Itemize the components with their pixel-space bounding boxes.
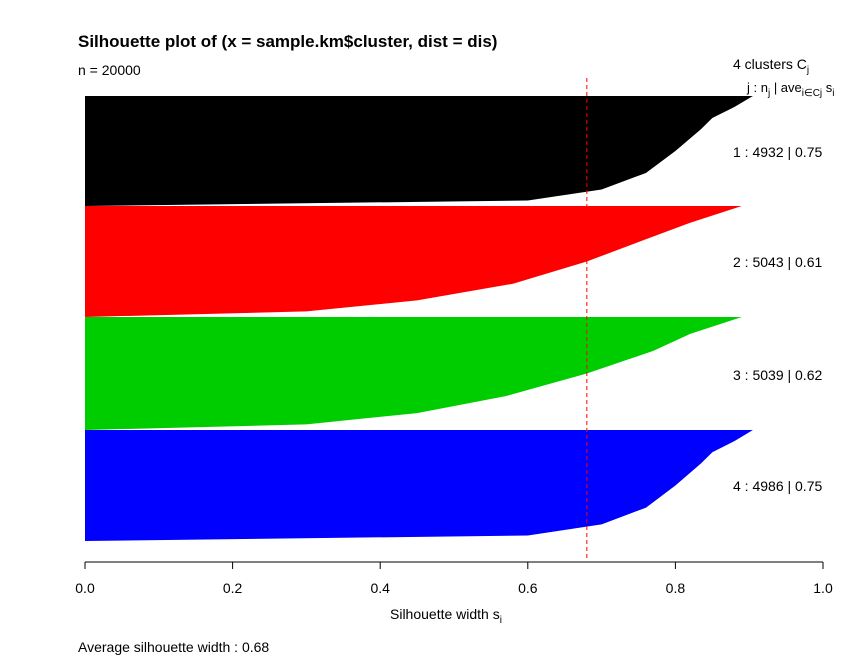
cluster-1-bar (85, 96, 753, 206)
x-tick-label: 0.0 (75, 580, 95, 596)
cluster-2-label: 2 : 5043 | 0.61 (733, 254, 822, 270)
legend-header-n-sub: j (767, 88, 770, 99)
chart-subtitle: n = 20000 (78, 62, 141, 78)
legend-header-s-sub: i (832, 88, 834, 99)
cluster-3-label: 3 : 5039 | 0.62 (733, 367, 822, 383)
x-tick-label: 0.8 (666, 580, 686, 596)
cluster-1-label: 1 : 4932 | 0.75 (733, 144, 822, 160)
cluster-labels: 1 : 4932 | 0.75 2 : 5043 | 0.61 3 : 5039 |… (733, 144, 822, 494)
cluster-bars (85, 96, 753, 541)
x-axis-label-text: Silhouette width s (390, 606, 500, 622)
cluster-4-label: 4 : 4986 | 0.75 (733, 478, 822, 494)
x-axis-label: Silhouette width si (390, 606, 502, 626)
x-tick-label: 0.6 (518, 580, 538, 596)
legend-header-n: j : n (746, 80, 768, 95)
x-tick-label: 1.0 (813, 580, 833, 596)
legend-header-ave-sub: i∈Cj (802, 88, 822, 99)
x-axis-label-sub: i (500, 615, 502, 626)
legend-header-clusters: 4 clusters C (733, 56, 807, 72)
legend-header-line2: j : nj | avei∈Cj si (746, 80, 835, 99)
x-tick-label: 0.2 (223, 580, 243, 596)
legend-header-ave: | ave (770, 80, 802, 95)
legend-header-s: s (822, 80, 833, 95)
x-axis: 0.0 0.2 0.4 0.6 0.8 1.0 (75, 561, 833, 596)
cluster-3-bar (85, 317, 742, 430)
chart-title: Silhouette plot of (x = sample.km$cluste… (78, 32, 497, 51)
legend-header-clusters-sub: j (806, 65, 809, 76)
legend-header-line1: 4 clusters Cj (733, 56, 809, 76)
average-silhouette-label: Average silhouette width : 0.68 (78, 639, 269, 655)
cluster-2-bar (85, 206, 742, 317)
cluster-4-bar (85, 430, 753, 541)
x-tick-label: 0.4 (370, 580, 390, 596)
